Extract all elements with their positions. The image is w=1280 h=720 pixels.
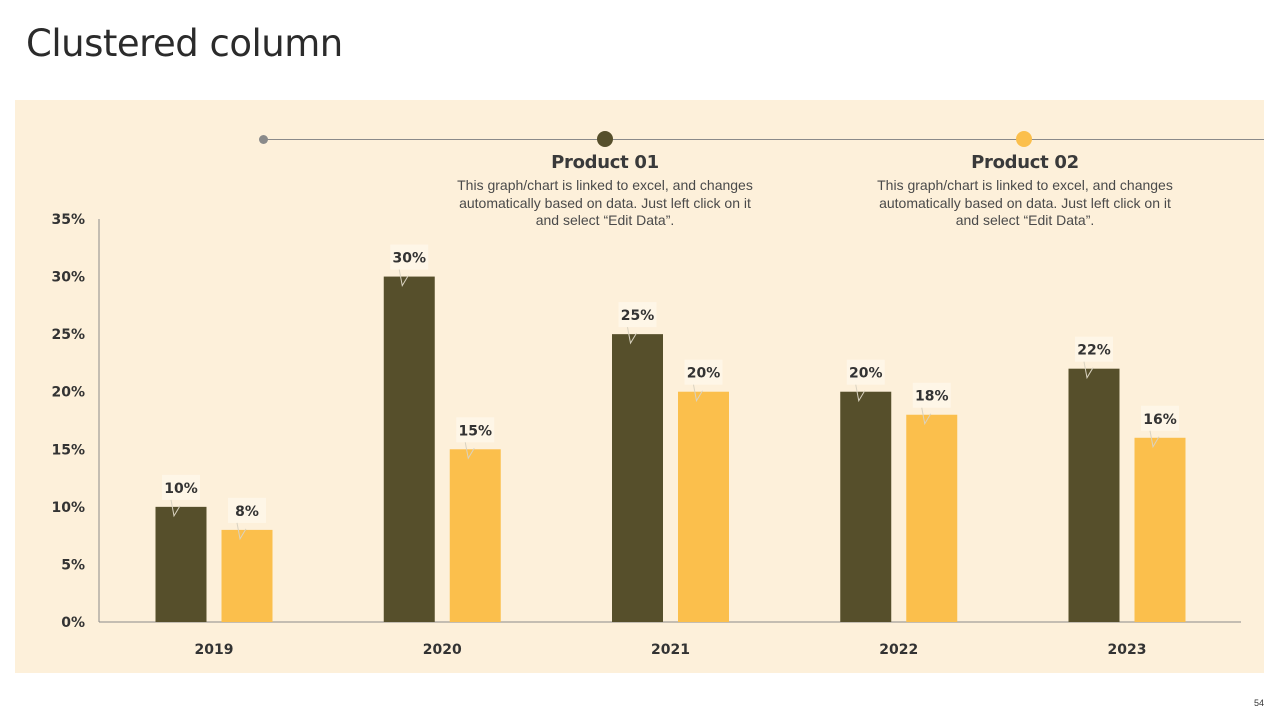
data-label-pointer	[693, 384, 703, 403]
legend-marker-product-01	[597, 131, 613, 147]
legend-product-01: Product 01 This graph/chart is linked to…	[455, 152, 755, 230]
slide-title: Clustered column	[26, 22, 343, 65]
data-label: 20%	[849, 366, 883, 382]
legend-connector-line	[263, 139, 1264, 140]
data-label: 10%	[164, 481, 198, 497]
data-label-pointer	[398, 269, 409, 287]
x-tick-label: 2020	[423, 642, 462, 658]
data-label-box	[618, 302, 657, 328]
data-label: 20%	[687, 366, 721, 382]
legend-description-product-02: This graph/chart is linked to excel, and…	[877, 177, 1173, 228]
y-tick-label: 35%	[51, 212, 85, 228]
bar	[449, 449, 501, 622]
bar	[1068, 368, 1120, 622]
data-label-box	[228, 497, 266, 523]
data-label-box	[162, 474, 200, 500]
data-label-pointer	[1149, 430, 1160, 449]
legend-marker-product-02	[1016, 131, 1032, 147]
data-label-box	[1141, 405, 1179, 431]
legend-name-product-01: Product 01	[551, 152, 659, 173]
legend-description-product-01: This graph/chart is linked to excel, and…	[457, 177, 753, 228]
data-label-pointer	[170, 499, 181, 518]
data-label-box	[1075, 336, 1113, 362]
bar	[678, 391, 729, 622]
page-number: 54	[1253, 698, 1264, 708]
legend-product-02: Product 02 This graph/chart is linked to…	[875, 152, 1175, 230]
data-label-box	[912, 382, 951, 408]
data-label-box	[684, 359, 723, 385]
y-tick-label: 15%	[51, 442, 85, 458]
bar	[906, 414, 958, 622]
bar	[840, 391, 892, 622]
data-label: 25%	[621, 308, 655, 324]
data-label: 18%	[915, 389, 949, 405]
bar	[383, 276, 435, 622]
y-tick-label: 10%	[51, 500, 85, 516]
x-tick-label: 2023	[1108, 642, 1147, 658]
legend-start-dot	[259, 135, 268, 144]
bar	[1134, 437, 1186, 622]
y-tick-label: 20%	[51, 385, 85, 401]
x-tick-label: 2022	[879, 642, 918, 658]
data-label-box	[390, 244, 429, 270]
data-label-pointer	[921, 407, 932, 426]
bar	[612, 334, 663, 622]
y-tick-label: 30%	[51, 270, 85, 286]
data-label-pointer	[236, 522, 247, 541]
data-label: 22%	[1077, 343, 1111, 359]
data-label-pointer	[464, 442, 475, 460]
x-tick-label: 2021	[651, 642, 690, 658]
data-label-box	[846, 359, 885, 385]
data-label-pointer	[1083, 361, 1094, 380]
data-label-box	[456, 417, 495, 443]
legend-name-product-02: Product 02	[971, 152, 1079, 173]
y-tick-label: 5%	[61, 557, 85, 573]
bar	[221, 529, 273, 622]
data-label-pointer	[855, 384, 866, 403]
data-label: 15%	[458, 423, 492, 439]
x-tick-label: 2019	[195, 642, 234, 658]
data-label: 16%	[1143, 412, 1177, 428]
y-tick-label: 25%	[51, 327, 85, 343]
data-label-pointer	[627, 327, 637, 345]
bar	[155, 506, 207, 622]
data-label: 8%	[235, 504, 259, 520]
y-tick-label: 0%	[61, 615, 85, 631]
data-label: 30%	[392, 251, 426, 267]
